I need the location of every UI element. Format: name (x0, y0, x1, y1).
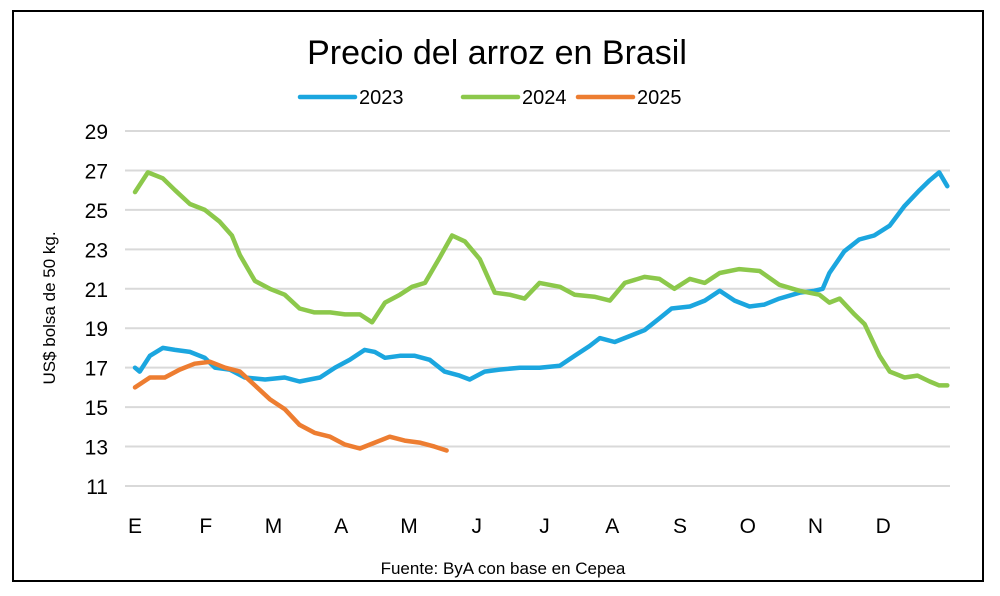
legend: 2023 2024 2025 (297, 87, 682, 109)
y-tick-label: 25 (85, 200, 108, 223)
y-axis-label: US$ bolsa de 50 kg. (40, 231, 59, 384)
x-tick-label: M (265, 515, 283, 538)
legend-label-2025: 2025 (637, 87, 682, 109)
y-tick-label: 17 (85, 358, 108, 381)
x-tick-label: O (740, 515, 756, 538)
source-note: Fuente: ByA con base en Cepea (381, 559, 626, 578)
y-tick-label: 21 (85, 279, 108, 302)
gridlines (125, 130, 950, 487)
x-tick-label: F (199, 515, 212, 538)
x-tick-label: A (334, 515, 348, 538)
chart-frame (12, 10, 984, 582)
x-tick-label: N (808, 515, 823, 538)
series-line-2025 (132, 359, 449, 453)
series-line-2024 (132, 170, 950, 388)
legend-label-2024: 2024 (522, 87, 567, 109)
y-tick-label: 13 (85, 437, 108, 460)
y-tick-label: 27 (85, 160, 108, 183)
y-tick-label: 29 (85, 121, 108, 144)
legend-label-2023: 2023 (359, 87, 404, 109)
y-tick-label: 23 (85, 239, 108, 262)
x-tick-label: M (400, 515, 418, 538)
y-tick-labels: 11 13 15 17 19 21 23 25 27 29 (85, 121, 108, 499)
x-tick-label: S (673, 515, 687, 538)
x-tick-label: E (128, 515, 142, 538)
x-tick-label: D (876, 515, 891, 538)
x-tick-label: A (605, 515, 619, 538)
series-lines (132, 170, 950, 453)
series-line-2023 (132, 170, 950, 384)
y-tick-label: 11 (86, 476, 108, 499)
x-tick-label: J (539, 515, 550, 538)
y-tick-label: 19 (85, 318, 108, 341)
chart-title: Precio del arroz en Brasil (307, 34, 687, 72)
x-tick-label: J (472, 515, 483, 538)
y-tick-label: 15 (85, 397, 108, 420)
